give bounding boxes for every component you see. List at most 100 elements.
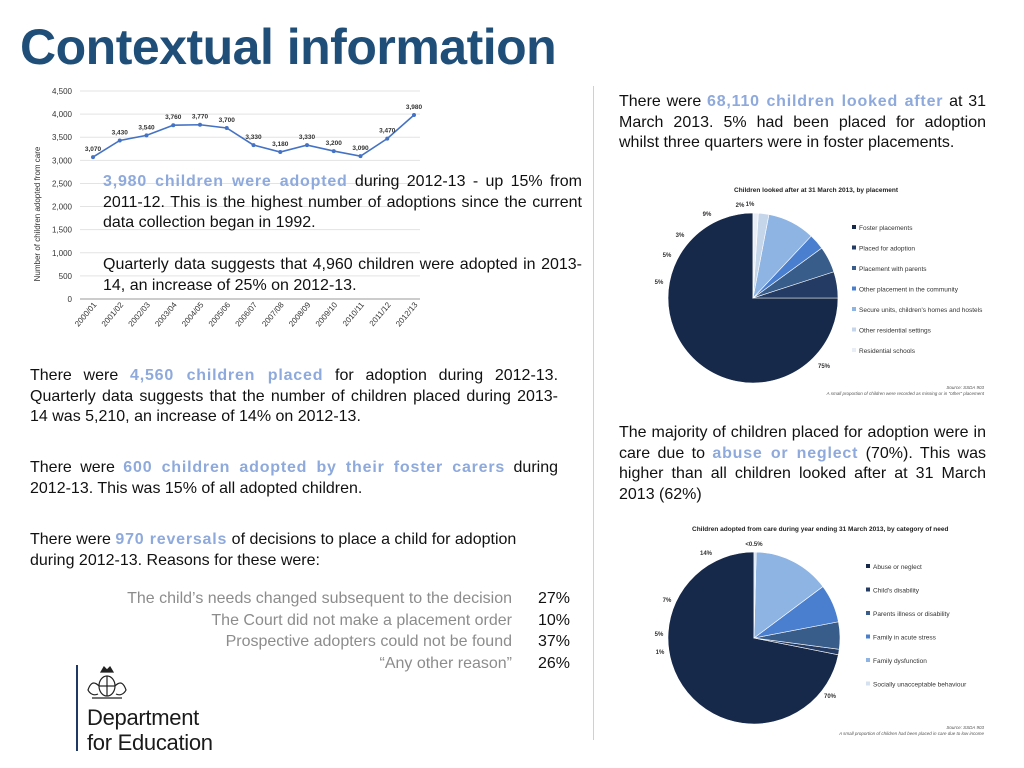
data-label: 3,760	[165, 114, 182, 121]
y-tick-label: 1,000	[52, 249, 73, 258]
reversals-paragraph: There were 970 reversals of decisions to…	[30, 531, 517, 569]
data-label: 3,430	[112, 129, 129, 136]
slice-label: 7%	[663, 598, 672, 604]
logo-text: Department for Education	[87, 705, 213, 755]
legend-swatch	[866, 634, 870, 639]
slice-label: 1%	[656, 650, 665, 656]
adopted-summary: 3,980 children were adopted during 2012-…	[103, 172, 582, 234]
pie-slice	[753, 551, 757, 639]
adopted-rest: during 2012-13 - up 15% from 2011-12. Th…	[103, 173, 582, 231]
slice-label: 14%	[700, 551, 713, 557]
column-divider	[593, 86, 594, 740]
reason-row: The Court did not make a placement order…	[211, 611, 570, 629]
foster-highlight: 600 children adopted by their foster car…	[123, 459, 506, 476]
data-point	[358, 154, 363, 159]
quarterly-adopted: Quarterly data suggests that 4,960 child…	[103, 256, 582, 294]
x-tick-label: 2012/13	[394, 300, 420, 328]
legend-entry: Child's disability	[873, 588, 920, 595]
legend-entry: Family dysfunction	[873, 658, 927, 665]
x-tick-label: 2003/04	[153, 300, 179, 328]
y-tick-label: 0	[68, 295, 73, 304]
x-tick-label: 2007/08	[260, 300, 286, 328]
slice-label: 5%	[655, 280, 664, 286]
legend-entry: Family in acute stress	[873, 635, 937, 642]
y-tick-label: 2,000	[52, 203, 73, 212]
legend-swatch	[852, 307, 856, 311]
data-point	[144, 133, 149, 138]
legend-entry: Residential schools	[859, 348, 916, 355]
legend-swatch	[866, 611, 870, 615]
reason-row: The child’s needs changed subsequent to …	[127, 590, 570, 607]
adoptions-line-chart: Number of children adopted from care 0 50…	[33, 87, 423, 328]
slice-label: 1%	[746, 202, 755, 208]
legend-swatch	[866, 564, 870, 568]
slice-label: 5%	[663, 253, 672, 259]
foster-carers-paragraph: There were 600 children adopted by their…	[30, 459, 559, 497]
placed-highlight: 4,560 children placed	[130, 367, 324, 384]
slice-label: 75%	[818, 364, 831, 370]
data-point	[278, 150, 283, 155]
pie1-title: Children looked after at 31 March 2013, …	[734, 187, 899, 194]
reversal-reasons-list: The child’s needs changed subsequent to …	[60, 588, 570, 674]
x-tick-label: 2001/02	[100, 300, 126, 328]
legend-entry: Other placement in the community	[859, 287, 959, 294]
y-axis-label: Number of children adopted from care	[33, 146, 42, 281]
legend-entry: Foster placements	[859, 225, 913, 232]
data-point	[412, 113, 416, 118]
y-tick-label: 4,000	[52, 110, 73, 119]
legend-swatch	[866, 658, 870, 662]
x-tick-label: 2011/12	[368, 300, 393, 328]
data-point	[251, 143, 256, 148]
y-tick-label: 3,500	[52, 133, 73, 142]
legend-entry: Placement with parents	[859, 266, 927, 273]
slice-label: 70%	[824, 694, 837, 700]
reversals-highlight: 970 reversals	[115, 531, 228, 548]
legend-entry: Placed for adoption	[859, 246, 915, 253]
data-label: 3,200	[326, 140, 343, 147]
data-label: 3,180	[272, 141, 289, 148]
x-tick-label: 2008/09	[287, 300, 313, 328]
data-point	[198, 122, 202, 127]
looked-after-paragraph: There were 68,110 children looked after …	[619, 93, 986, 151]
pie-slice	[667, 551, 839, 725]
legend-swatch	[866, 587, 870, 592]
slice-label: 9%	[703, 212, 712, 218]
y-tick-label: 4,500	[52, 87, 73, 96]
page-title: Contextual information	[20, 19, 557, 75]
data-point	[171, 123, 176, 128]
legend-swatch	[852, 266, 856, 270]
legend-entry: Secure units, children's homes and hoste…	[859, 307, 983, 314]
y-tick-label: 3,000	[52, 156, 73, 165]
abuse-highlight: abuse or neglect	[712, 444, 859, 462]
data-label: 3,770	[192, 114, 209, 121]
data-label: 3,330	[299, 134, 316, 141]
royal-crest-icon	[87, 666, 127, 699]
data-point	[117, 138, 122, 143]
data-label: 3,700	[219, 117, 236, 124]
data-label: 3,070	[85, 146, 102, 153]
legend-swatch	[852, 327, 856, 332]
data-point	[91, 155, 95, 160]
slice-label: <0.5%	[745, 542, 763, 548]
x-tick-label: 2004/05	[180, 300, 206, 328]
reason-row: Prospective adopters could not be found 3…	[225, 633, 570, 650]
pie2-title: Children adopted from care during year e…	[692, 526, 948, 533]
x-tick-label: 2009/10	[314, 300, 340, 328]
legend-entry: Abuse or neglect	[873, 564, 922, 571]
data-point	[224, 125, 229, 130]
abuse-paragraph: The majority of children placed for adop…	[619, 424, 986, 503]
data-point	[305, 143, 309, 148]
pie1-source: Source: SSDA 903	[946, 385, 984, 390]
y-tick-label: 500	[59, 272, 73, 281]
pie2-source: Source: SSDA 903	[946, 725, 984, 730]
placed-paragraph: There were 4,560 children placed for ado…	[30, 367, 559, 425]
x-tick-label: 2010/11	[341, 300, 366, 328]
data-label: 3,470	[379, 128, 396, 135]
placement-pie-chart: Children looked after at 31 March 2013, …	[655, 187, 985, 396]
legend-swatch	[852, 245, 856, 250]
legend-swatch	[852, 348, 856, 352]
logo-bar	[76, 665, 78, 751]
reason-row: “Any other reason” 26%	[379, 654, 570, 672]
legend-entry: Socially unacceptable behaviour	[873, 682, 967, 689]
legend-swatch	[852, 225, 856, 229]
